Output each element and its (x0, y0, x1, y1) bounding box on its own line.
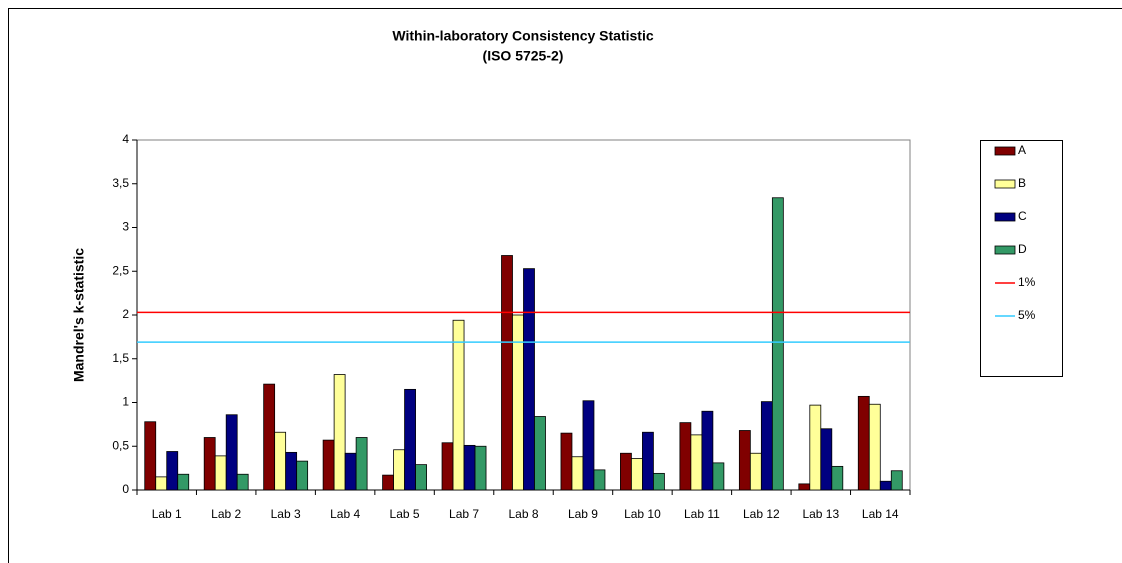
y-tick-label: 3 (122, 220, 129, 234)
x-tick-label: Lab 3 (271, 507, 301, 521)
bar (760, 401, 773, 491)
bar (415, 464, 427, 491)
bar (404, 388, 416, 491)
y-tick-label: 0,5 (112, 438, 129, 452)
bar (593, 469, 606, 491)
y-tick-label: 3,5 (112, 176, 129, 190)
bar (344, 452, 357, 491)
bar (571, 456, 584, 491)
bar (296, 460, 309, 491)
bar (653, 472, 665, 491)
bar (203, 437, 216, 491)
bar (452, 319, 465, 491)
bar (890, 470, 903, 491)
x-tick-label: Lab 12 (743, 507, 780, 521)
x-tick-label: Lab 4 (330, 507, 360, 521)
x-tick-label: Lab 5 (390, 507, 420, 521)
bar (771, 197, 784, 491)
x-tick-label: Lab 11 (684, 507, 720, 521)
bar (798, 483, 811, 491)
legend-label: C (1018, 209, 1027, 223)
y-tick-label: 2,5 (112, 263, 129, 277)
bar (322, 439, 335, 491)
legend-swatch (994, 146, 1016, 156)
bar (857, 395, 870, 491)
legend-label: 5% (1018, 308, 1036, 322)
bar (285, 451, 298, 491)
chart-subtitle: (ISO 5725-2) (483, 48, 564, 64)
x-tick-label: Lab 8 (508, 507, 538, 521)
bar (690, 434, 703, 491)
bar (225, 414, 238, 491)
legend-swatch (994, 179, 1016, 189)
bar (333, 374, 346, 491)
bar (679, 422, 692, 491)
bar (712, 462, 725, 491)
bar (831, 465, 844, 491)
bar (701, 410, 714, 491)
bar (166, 451, 179, 491)
bar (809, 404, 822, 491)
legend-label: D (1018, 242, 1027, 256)
y-tick-label: 1 (122, 395, 129, 409)
x-tick-label: Lab 7 (449, 507, 479, 521)
legend-label: 1% (1018, 275, 1036, 289)
legend-swatch (994, 245, 1016, 255)
bar (441, 442, 454, 491)
bar (631, 458, 643, 491)
legend-label: A (1018, 143, 1026, 157)
legend-label: B (1018, 176, 1026, 190)
bar (749, 452, 762, 491)
bar (523, 268, 535, 491)
x-tick-label: Lab 14 (862, 507, 899, 521)
y-tick-label: 0 (122, 482, 129, 496)
bar (214, 455, 227, 491)
bar (382, 474, 394, 491)
bar (474, 445, 487, 491)
y-tick-label: 4 (122, 132, 129, 146)
bar (463, 444, 476, 491)
x-tick-label: Lab 10 (624, 507, 661, 521)
bar (582, 400, 595, 491)
y-axis-label: Mandrel's k-statistic (71, 248, 87, 382)
legend-box (980, 140, 1063, 377)
bar (144, 421, 157, 491)
bar (155, 476, 168, 491)
x-tick-label: Lab 2 (211, 507, 241, 521)
bar (620, 452, 632, 491)
bar (738, 430, 751, 491)
bar (642, 431, 654, 491)
chart-title: Within-laboratory Consistency Statistic (392, 28, 653, 44)
bar (355, 437, 368, 491)
bar (501, 255, 513, 491)
bar (393, 449, 405, 491)
y-tick-label: 1,5 (112, 351, 129, 365)
bar (236, 473, 249, 491)
bar (177, 473, 190, 491)
y-tick-label: 2 (122, 307, 129, 321)
bar (512, 314, 524, 491)
bar (534, 416, 546, 491)
x-tick-label: Lab 13 (802, 507, 839, 521)
chart-border (8, 8, 1122, 563)
bar (879, 480, 892, 491)
bar (820, 428, 833, 491)
bar (560, 432, 573, 491)
x-tick-label: Lab 1 (152, 507, 182, 521)
legend-swatch (994, 212, 1016, 222)
bar (263, 383, 276, 491)
x-tick-label: Lab 9 (568, 507, 598, 521)
bar (868, 403, 881, 491)
bar (274, 431, 287, 491)
